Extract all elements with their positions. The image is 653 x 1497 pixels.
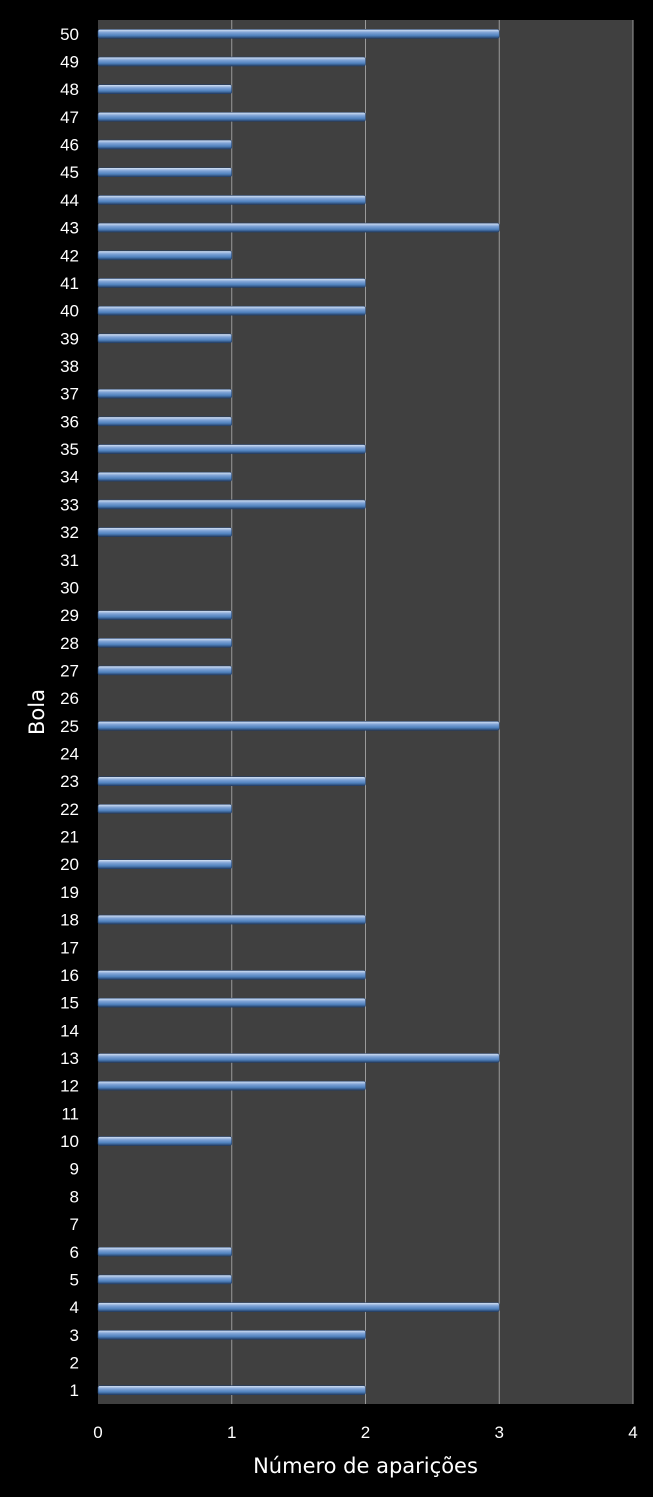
- y-tick-label: 3: [70, 1326, 79, 1345]
- bar-bola-36: [97, 416, 233, 427]
- bar-bola-32: [97, 527, 233, 537]
- y-tick-label: 24: [60, 745, 79, 764]
- bar-bola-29: [97, 610, 233, 620]
- y-tick-label: 10: [60, 1132, 79, 1151]
- x-tick-label: 3: [495, 1423, 504, 1442]
- bar-bola-34: [97, 471, 233, 482]
- y-tick-label: 4: [70, 1298, 79, 1317]
- bar-bola-3: [97, 1330, 366, 1340]
- y-tick-label: 41: [60, 274, 79, 293]
- bar-bola-48: [97, 84, 233, 94]
- y-tick-label: 40: [60, 302, 79, 321]
- y-tick-label: 9: [70, 1160, 79, 1179]
- bar-bola-49: [97, 56, 366, 67]
- y-tick-label: 15: [60, 994, 79, 1013]
- bar-bola-20: [97, 859, 233, 870]
- bar-bola-41: [97, 278, 366, 288]
- x-tick-label: 2: [361, 1423, 370, 1442]
- y-axis-title: Bola: [25, 689, 49, 735]
- x-axis-title: Número de aparições: [253, 1454, 478, 1478]
- bar-bola-40: [97, 305, 366, 316]
- y-tick-label: 43: [60, 219, 79, 238]
- bar-bola-35: [97, 444, 366, 454]
- y-tick-label: 17: [60, 938, 79, 957]
- y-tick-label: 23: [60, 772, 79, 791]
- bar-bola-22: [97, 804, 233, 814]
- x-tick-label: 0: [93, 1423, 102, 1442]
- y-tick-label: 11: [61, 1104, 79, 1123]
- bar-bola-18: [97, 914, 366, 925]
- bar-bola-12: [97, 1080, 366, 1091]
- bar-bola-46: [97, 139, 233, 150]
- y-tick-label: 49: [60, 53, 79, 72]
- bars: [97, 29, 500, 1395]
- bar-bola-15: [97, 997, 366, 1008]
- bar-bola-28: [97, 637, 233, 648]
- y-tick-label: 48: [60, 80, 79, 99]
- bar-bola-4: [97, 1302, 500, 1312]
- y-tick-label: 6: [70, 1243, 79, 1262]
- y-tick-label: 18: [60, 911, 79, 930]
- y-tick-label: 8: [70, 1187, 79, 1206]
- y-tick-labels: 1234567891011121314151617181920212223242…: [60, 25, 79, 1400]
- y-tick-label: 13: [60, 1049, 79, 1068]
- bar-bola-13: [97, 1053, 500, 1063]
- bar-bola-10: [97, 1136, 233, 1146]
- y-tick-label: 36: [60, 412, 79, 431]
- x-tick-labels: 0 1 2 3 4: [93, 1423, 637, 1442]
- y-tick-label: 34: [60, 468, 79, 487]
- y-tick-label: 39: [60, 329, 79, 348]
- bar-bola-43: [97, 222, 500, 233]
- gridlines: [231, 20, 634, 1404]
- x-tick-label: 1: [227, 1423, 236, 1442]
- y-tick-label: 30: [60, 578, 79, 597]
- bar-bola-37: [97, 388, 233, 399]
- bar-bola-6: [97, 1246, 233, 1257]
- y-tick-label: 44: [60, 191, 79, 210]
- bar-bola-44: [97, 195, 366, 205]
- y-tick-label: 29: [60, 606, 79, 625]
- y-tick-label: 46: [60, 136, 79, 155]
- bar-bola-16: [97, 970, 366, 980]
- y-tick-label: 25: [60, 717, 79, 736]
- y-tick-label: 16: [60, 966, 79, 985]
- bar-bola-33: [97, 499, 366, 510]
- bar-bola-27: [97, 665, 233, 676]
- y-tick-label: 50: [60, 25, 79, 44]
- y-tick-label: 27: [60, 661, 79, 680]
- y-tick-label: 26: [60, 689, 79, 708]
- bar-bola-39: [97, 333, 233, 344]
- y-tick-label: 20: [60, 855, 79, 874]
- bar-bola-5: [97, 1274, 233, 1285]
- y-tick-label: 35: [60, 440, 79, 459]
- bar-bola-45: [97, 167, 233, 178]
- y-tick-label: 47: [60, 108, 79, 127]
- y-tick-label: 5: [70, 1270, 79, 1289]
- y-tick-label: 28: [60, 634, 79, 653]
- bar-bola-42: [97, 250, 233, 261]
- y-tick-label: 37: [60, 385, 79, 404]
- y-tick-label: 7: [70, 1215, 79, 1234]
- y-tick-label: 19: [60, 883, 79, 902]
- bar-bola-47: [97, 112, 366, 122]
- y-tick-label: 2: [70, 1353, 79, 1372]
- y-tick-label: 31: [60, 551, 79, 570]
- y-tick-label: 42: [60, 246, 79, 265]
- y-tick-label: 45: [60, 163, 79, 182]
- y-tick-label: 33: [60, 495, 79, 514]
- y-tick-label: 12: [60, 1077, 79, 1096]
- bar-bola-23: [97, 776, 366, 787]
- y-tick-label: 38: [60, 357, 79, 376]
- y-tick-label: 14: [60, 1021, 79, 1040]
- bar-bola-25: [97, 721, 500, 731]
- bar-bola-50: [97, 29, 500, 39]
- y-tick-label: 22: [60, 800, 79, 819]
- y-tick-label: 21: [60, 828, 79, 847]
- y-tick-label: 32: [60, 523, 79, 542]
- bar-bola-1: [97, 1385, 366, 1395]
- y-tick-label: 1: [70, 1381, 79, 1400]
- x-tick-label: 4: [628, 1423, 637, 1442]
